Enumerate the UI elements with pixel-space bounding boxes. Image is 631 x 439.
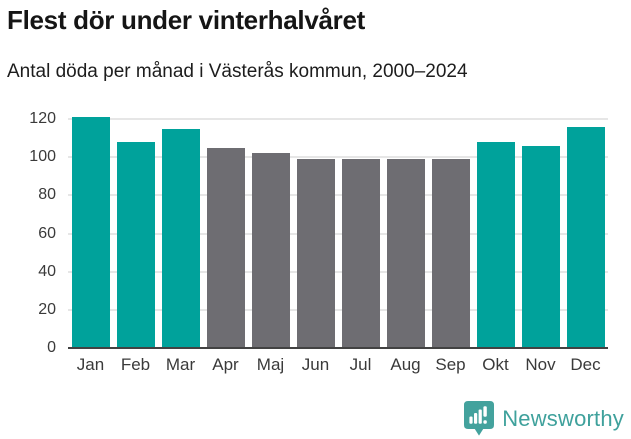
x-axis-label-dec: Dec <box>570 355 601 374</box>
bar-aug <box>386 159 425 348</box>
y-axis: 0 20 40 60 80 100 120 <box>0 110 56 356</box>
bar-jun <box>296 159 335 348</box>
bar-slot-mar <box>158 115 203 348</box>
chart-subtitle: Antal döda per månad i Västerås kommun, … <box>7 61 468 82</box>
gridline-20 <box>68 308 608 311</box>
bar-slot-jun <box>293 115 338 348</box>
bar-slot-dec <box>563 115 608 348</box>
bar-feb <box>116 141 155 348</box>
bar-slot-nov <box>518 115 563 348</box>
bar-slot-apr <box>203 115 248 348</box>
y-axis-label: 20 <box>38 300 56 318</box>
bar-apr <box>206 147 245 348</box>
y-axis-label: 120 <box>29 110 56 127</box>
bar-jul <box>341 159 380 348</box>
bar-slot-jul <box>338 115 383 348</box>
x-axis-label-sep: Sep <box>435 355 466 374</box>
gridline-80 <box>68 194 608 197</box>
x-axis-label-feb: Feb <box>120 355 151 374</box>
x-axis: Jan Feb Mar Apr Maj Jun Jul Aug Sep Okt Nov Dec <box>68 355 608 375</box>
bar-series <box>68 115 608 348</box>
newsworthy-logo-text: Newsworthy <box>502 405 624 431</box>
plot-area <box>68 115 608 349</box>
bar-mar <box>161 128 200 348</box>
x-axis-baseline <box>68 346 608 349</box>
bar-slot-feb <box>113 115 158 348</box>
gridline-40 <box>68 270 608 273</box>
x-axis-label-apr: Apr <box>212 355 239 374</box>
gridline-120 <box>68 118 608 120</box>
x-axis-label-jan: Jan <box>76 355 105 374</box>
y-axis-label: 60 <box>38 224 56 242</box>
bar-slot-sep <box>428 115 473 348</box>
y-axis-label: 0 <box>47 339 56 356</box>
y-axis-label: 80 <box>38 186 56 204</box>
bar-slot-maj <box>248 115 293 348</box>
bar-sep <box>431 159 470 348</box>
bar-dec <box>566 126 605 348</box>
bar-maj <box>251 153 290 348</box>
y-axis-label: 100 <box>29 148 56 166</box>
bar-okt <box>476 141 515 348</box>
bar-slot-jan <box>68 115 113 348</box>
y-axis-label: 40 <box>38 262 56 280</box>
newsworthy-logo[interactable]: Newsworthy <box>464 401 624 436</box>
chart-title: Flest dör under vinterhalvåret <box>7 5 365 35</box>
x-axis-label-mar: Mar <box>165 355 196 374</box>
bar-jan <box>71 117 110 348</box>
bar-slot-aug <box>383 115 428 348</box>
x-axis-label-aug: Aug <box>390 355 421 374</box>
gridline-60 <box>68 232 608 235</box>
x-axis-label-jun: Jun <box>301 355 330 374</box>
x-axis-label-maj: Maj <box>256 355 285 374</box>
newsworthy-logo-icon <box>464 401 495 436</box>
bar-slot-okt <box>473 115 518 348</box>
gridline-100 <box>68 156 608 159</box>
bar-nov <box>521 145 560 348</box>
x-axis-label-jul: Jul <box>349 355 372 374</box>
x-axis-label-okt: Okt <box>482 355 509 374</box>
x-axis-label-nov: Nov <box>525 355 556 374</box>
